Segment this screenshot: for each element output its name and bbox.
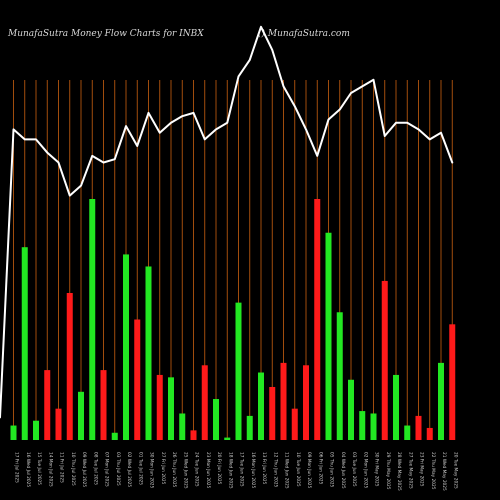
money-flow-bar — [336, 312, 343, 440]
money-flow-bar — [426, 427, 433, 440]
x-tick-label: 25 Wed Jun 2025 — [182, 452, 188, 489]
x-tick-label: 12 Thu Jun 2025 — [272, 452, 278, 488]
price-line — [0, 25, 454, 419]
money-flow-bar — [201, 365, 208, 440]
money-flow-bar — [78, 391, 84, 440]
x-tick-label: 22 Thu May 2025 — [430, 452, 436, 490]
money-flow-bar — [145, 266, 152, 440]
x-tick-label: 11 Fri Jul 2025 — [59, 452, 65, 483]
money-flow-bar — [89, 199, 96, 440]
x-tick-label: 05 Thu Jun 2025 — [329, 452, 335, 488]
money-flow-bar — [393, 374, 399, 440]
money-flow-bar — [359, 411, 366, 440]
money-flow-bars — [10, 199, 456, 440]
x-tick-label: 21 Wed May 2025 — [441, 452, 447, 491]
x-tick-label: 10 Tue Jun 2025 — [295, 452, 301, 487]
x-tick-label: 09 Mon Jun 2025 — [306, 452, 312, 489]
money-flow-bar — [21, 247, 28, 440]
x-tick-label: 03 Thu Jul 2025 — [115, 452, 121, 486]
money-flow-bar — [258, 372, 264, 440]
x-tick-label: 30 Mon Jun 2025 — [149, 452, 155, 489]
x-tick-label: 04 Wed Jun 2025 — [340, 452, 346, 489]
x-tick-label: 20 Tue May 2025 — [452, 452, 458, 489]
money-flow-bar — [404, 425, 411, 440]
money-flow-bar — [381, 280, 388, 440]
price-line-layer — [0, 25, 454, 419]
x-tick-label: 02 Mon Jun 2025 — [362, 452, 368, 489]
money-flow-bar — [134, 319, 141, 440]
x-tick-label: 23 Fri May 2025 — [419, 452, 425, 487]
x-tick-label: 16 Wed Jul 2025 — [25, 452, 31, 487]
x-tick-label: 15 Tue Jul 2025 — [36, 452, 42, 485]
x-tick-label: 24 Tue Jun 2025 — [194, 452, 200, 487]
money-flow-bar — [123, 254, 129, 440]
x-tick-label: 23 Mon Jun 2025 — [205, 452, 211, 489]
x-tick-label: 27 Fri Jun 2025 — [160, 452, 166, 485]
x-tick-label: 14 Mon Jul 2025 — [47, 452, 53, 487]
money-flow-bar — [314, 199, 321, 440]
money-flow-bar — [438, 362, 444, 440]
money-flow-bar — [168, 377, 174, 440]
money-flow-bar — [246, 415, 253, 440]
x-tick-label: 16 Mon Jun 2025 — [250, 452, 256, 489]
money-flow-bar — [280, 362, 287, 440]
x-tick-label: 28 Wed May 2025 — [396, 452, 402, 491]
chart-title-left: MunafaSutra Money Flow Charts for INBX — [8, 29, 204, 39]
money-flow-bar — [235, 302, 242, 440]
money-flow-bar — [55, 408, 62, 440]
x-tick-label: 18 Wed Jun 2025 — [227, 452, 233, 489]
money-flow-bar — [449, 324, 456, 440]
money-flow-bar — [10, 425, 17, 440]
x-tick-label: 10 Thu Jul 2025 — [70, 452, 76, 486]
x-tick-label: 17 Fri Jul 2025 — [14, 452, 20, 483]
money-flow-bar — [190, 430, 197, 440]
x-tick-label: 30 Fri May 2025 — [374, 452, 380, 487]
money-flow-bar — [303, 365, 309, 440]
money-flow-bar — [269, 386, 276, 440]
money-flow-bar — [224, 437, 231, 440]
x-tick-label: 03 Tue Jun 2025 — [351, 452, 357, 487]
chart-title-right: () MunafaSutra.com — [258, 29, 350, 39]
x-tick-label: 13 Fri Jun 2025 — [261, 452, 267, 485]
x-tick-label: 06 Fri Jun 2025 — [317, 452, 323, 485]
x-tick-label: 11 Wed Jun 2025 — [284, 452, 290, 489]
x-tick-label: 07 Mon Jul 2025 — [104, 452, 110, 487]
money-flow-bar — [33, 420, 39, 440]
money-flow-bar — [370, 413, 377, 440]
money-flow-bar — [44, 370, 51, 440]
x-tick-label: 09 Wed Jul 2025 — [81, 452, 87, 487]
money-flow-bar — [156, 374, 163, 440]
x-tick-label: 27 Tue May 2025 — [407, 452, 413, 489]
money-flow-bar — [325, 232, 332, 440]
x-tick-label: 01 Tue Jul 2025 — [137, 452, 143, 485]
x-tick-label: 29 Thu May 2025 — [385, 452, 391, 490]
x-tick-label: 17 Tue Jun 2025 — [239, 452, 245, 487]
money-flow-bar — [291, 408, 298, 440]
money-flow-bar — [100, 370, 107, 440]
money-flow-bar — [348, 379, 354, 440]
x-tick-label: 26 Thu Jun 2025 — [171, 452, 177, 488]
money-flow-bar — [213, 399, 219, 440]
x-tick-label: 08 Tue Jul 2025 — [92, 452, 98, 485]
x-tick-label: 20 Fri Jun 2025 — [216, 452, 222, 485]
money-flow-bar — [66, 292, 73, 440]
x-axis-tick-labels: 17 Fri Jul 2025 16 Wed Jul 2025 15 Tue Jul… — [14, 452, 459, 491]
x-tick-label: 02 Wed Jul 2025 — [126, 452, 132, 487]
money-flow-bar — [111, 432, 118, 440]
money-flow-bar — [415, 415, 422, 440]
money-flow-bar — [179, 413, 186, 440]
